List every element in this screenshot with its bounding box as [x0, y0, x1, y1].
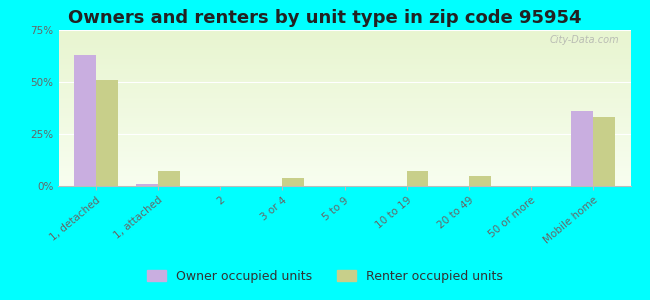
- Legend: Owner occupied units, Renter occupied units: Owner occupied units, Renter occupied un…: [142, 265, 508, 288]
- Bar: [96, 80, 118, 186]
- Bar: [158, 171, 180, 186]
- Bar: [282, 178, 304, 186]
- Bar: [74, 55, 96, 186]
- Bar: [407, 171, 428, 186]
- Bar: [571, 111, 593, 186]
- Text: Owners and renters by unit type in zip code 95954: Owners and renters by unit type in zip c…: [68, 9, 582, 27]
- Bar: [593, 117, 615, 186]
- Text: City-Data.com: City-Data.com: [549, 35, 619, 45]
- Bar: [136, 184, 158, 186]
- Bar: [469, 176, 491, 186]
